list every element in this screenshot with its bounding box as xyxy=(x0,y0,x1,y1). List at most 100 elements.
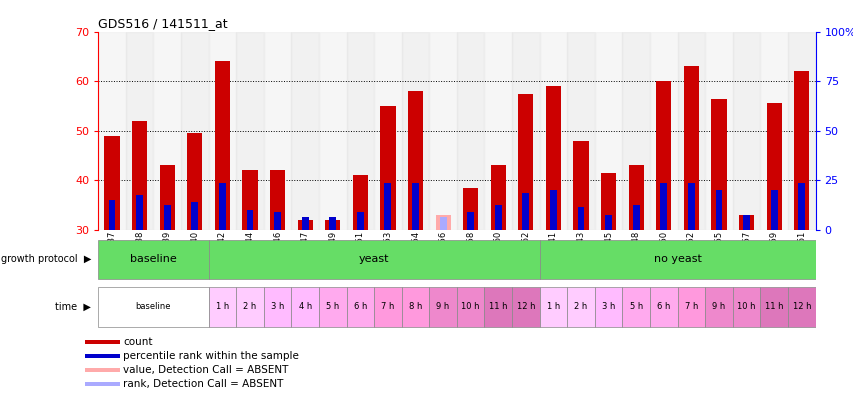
Text: growth protocol  ▶: growth protocol ▶ xyxy=(1,254,91,265)
Bar xyxy=(108,200,115,230)
Text: 4 h: 4 h xyxy=(299,303,311,311)
Text: 2 h: 2 h xyxy=(574,303,587,311)
Text: time  ▶: time ▶ xyxy=(55,302,91,312)
Bar xyxy=(435,215,450,230)
Bar xyxy=(676,32,705,230)
Text: 1 h: 1 h xyxy=(546,303,560,311)
FancyBboxPatch shape xyxy=(429,287,456,326)
Bar xyxy=(374,32,401,230)
Text: 6 h: 6 h xyxy=(656,303,670,311)
Bar xyxy=(456,32,484,230)
Bar xyxy=(164,205,171,230)
Bar xyxy=(738,215,753,230)
FancyBboxPatch shape xyxy=(208,287,236,326)
Text: no yeast: no yeast xyxy=(653,254,700,265)
Bar xyxy=(732,32,759,230)
FancyBboxPatch shape xyxy=(676,287,705,326)
Bar xyxy=(742,215,749,230)
Bar xyxy=(352,175,368,230)
Bar xyxy=(490,165,505,230)
Bar xyxy=(318,32,346,230)
Text: yeast: yeast xyxy=(358,254,389,265)
Bar xyxy=(522,192,529,230)
Text: 1 h: 1 h xyxy=(216,303,229,311)
Bar xyxy=(187,133,202,230)
Bar xyxy=(793,71,809,230)
Bar xyxy=(512,32,539,230)
Text: 7 h: 7 h xyxy=(380,303,394,311)
Bar xyxy=(683,66,698,230)
Text: percentile rank within the sample: percentile rank within the sample xyxy=(123,351,299,361)
FancyBboxPatch shape xyxy=(622,287,649,326)
Bar xyxy=(297,220,312,230)
Bar xyxy=(605,215,612,230)
FancyBboxPatch shape xyxy=(539,240,815,279)
Bar xyxy=(85,340,119,344)
Bar xyxy=(98,32,125,230)
Bar xyxy=(242,170,258,230)
FancyBboxPatch shape xyxy=(705,287,732,326)
Bar xyxy=(181,32,208,230)
Text: count: count xyxy=(123,337,153,347)
Bar xyxy=(85,354,119,358)
Bar xyxy=(595,32,622,230)
Bar xyxy=(566,32,595,230)
Bar xyxy=(649,32,676,230)
Text: 6 h: 6 h xyxy=(353,303,367,311)
Text: 9 h: 9 h xyxy=(436,303,450,311)
FancyBboxPatch shape xyxy=(236,287,264,326)
Text: rank, Detection Call = ABSENT: rank, Detection Call = ABSENT xyxy=(123,379,283,389)
FancyBboxPatch shape xyxy=(759,287,787,326)
Bar xyxy=(236,32,264,230)
Bar xyxy=(274,212,281,230)
FancyBboxPatch shape xyxy=(595,287,622,326)
FancyBboxPatch shape xyxy=(649,287,676,326)
Bar xyxy=(215,61,229,230)
Bar xyxy=(154,32,181,230)
Bar xyxy=(467,212,473,230)
Bar xyxy=(357,212,363,230)
Bar xyxy=(577,208,583,230)
Bar xyxy=(208,32,236,230)
Text: 10 h: 10 h xyxy=(461,303,479,311)
Text: 7 h: 7 h xyxy=(684,303,697,311)
Bar xyxy=(191,202,198,230)
Bar xyxy=(329,217,336,230)
Text: 5 h: 5 h xyxy=(326,303,339,311)
Text: 11 h: 11 h xyxy=(764,303,782,311)
Bar xyxy=(346,32,374,230)
Bar xyxy=(494,205,501,230)
Text: baseline: baseline xyxy=(136,303,171,311)
Bar xyxy=(270,170,285,230)
Text: 9 h: 9 h xyxy=(711,303,725,311)
Text: 12 h: 12 h xyxy=(516,303,535,311)
Text: 5 h: 5 h xyxy=(629,303,642,311)
Bar xyxy=(484,32,512,230)
Text: 3 h: 3 h xyxy=(601,303,615,311)
Bar xyxy=(218,183,225,230)
FancyBboxPatch shape xyxy=(318,287,346,326)
Bar xyxy=(301,217,308,230)
Text: 11 h: 11 h xyxy=(489,303,507,311)
Text: 2 h: 2 h xyxy=(243,303,256,311)
FancyBboxPatch shape xyxy=(539,287,566,326)
Bar xyxy=(545,86,560,230)
FancyBboxPatch shape xyxy=(484,287,512,326)
Bar xyxy=(291,32,318,230)
Bar xyxy=(766,103,780,230)
Text: GDS516 / 141511_at: GDS516 / 141511_at xyxy=(98,17,228,30)
Bar xyxy=(136,195,143,230)
Text: 10 h: 10 h xyxy=(736,303,755,311)
FancyBboxPatch shape xyxy=(374,287,401,326)
Bar xyxy=(85,382,119,386)
Bar xyxy=(622,32,649,230)
Bar xyxy=(264,32,291,230)
Bar xyxy=(705,32,732,230)
Bar xyxy=(439,217,446,230)
FancyBboxPatch shape xyxy=(98,240,208,279)
Bar xyxy=(711,99,726,230)
Bar xyxy=(132,121,147,230)
Bar xyxy=(632,205,639,230)
Bar xyxy=(160,165,175,230)
Bar xyxy=(384,183,391,230)
